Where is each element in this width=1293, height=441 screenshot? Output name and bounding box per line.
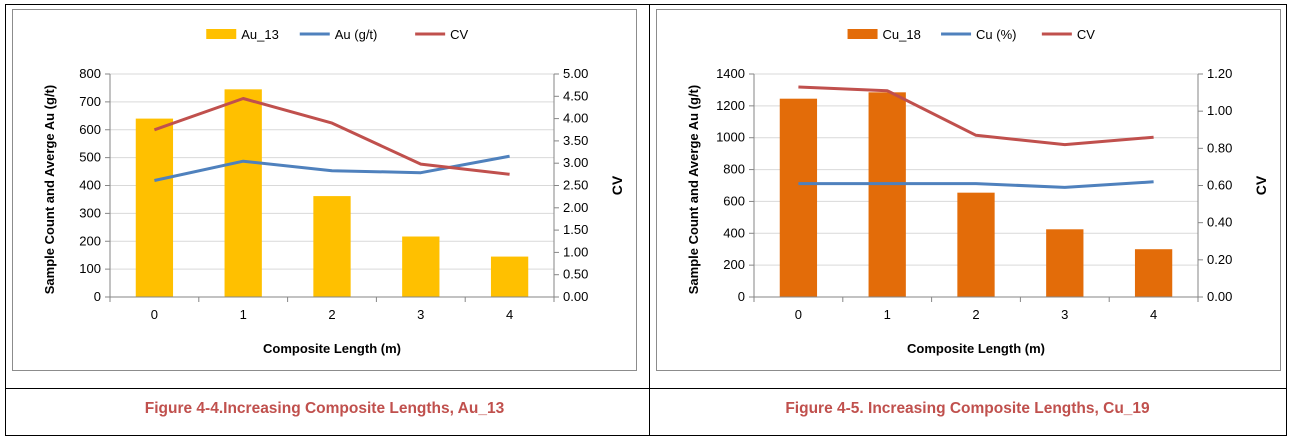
x-tick-label: 4 <box>506 307 513 322</box>
x-tick-label: 0 <box>795 307 802 322</box>
y2-tick-label: 1.20 <box>1207 66 1232 81</box>
figure-table <box>5 4 1287 436</box>
y2-tick-label: 3.50 <box>563 133 588 148</box>
y2-axis-title: CV <box>609 175 625 195</box>
legend-label: Cu (%) <box>976 27 1016 42</box>
x-tick-label: 2 <box>328 307 335 322</box>
y-tick-label: 500 <box>79 150 101 165</box>
y2-tick-label: 4.00 <box>563 111 588 126</box>
y2-axis-title: CV <box>1253 175 1269 195</box>
y-tick-label: 0 <box>738 289 745 304</box>
x-tick-label: 3 <box>1061 307 1068 322</box>
chart-svg: 0 200 400 600 800 1000 1200 1400 0.00 0.20 0.40 0.6… <box>686 27 1269 356</box>
y2-tick-label: 0.50 <box>563 267 588 282</box>
y-tick-label: 1400 <box>716 66 745 81</box>
chart-svg: 0 100 200 300 400 500 600 700 800 0.00 0.50 1.00 1.5… <box>42 27 625 356</box>
y2-tick-label: 1.50 <box>563 222 588 237</box>
y2-tick-label: 0.60 <box>1207 178 1232 193</box>
x-tick-label: 1 <box>240 307 247 322</box>
y2-tick-label: 2.50 <box>563 178 588 193</box>
caption-figure-4-5: Figure 4-5. Increasing Composite Lengths… <box>785 400 1150 417</box>
x-tick-label: 1 <box>884 307 891 322</box>
y-tick-label: 100 <box>79 261 101 276</box>
x-tick-label: 4 <box>1150 307 1157 322</box>
y2-tick-label: 0.00 <box>563 289 588 304</box>
y-tick-label: 700 <box>79 94 101 109</box>
legend-label: CV <box>1077 27 1095 42</box>
bar-Cu_18 <box>957 192 995 297</box>
chart-cu18: 0 200 400 600 800 1000 1200 1400 0.00 0.20 0.40 0.6… <box>656 9 1281 371</box>
y2-tick-label: 5.00 <box>563 66 588 81</box>
y2-tick-label: 0.20 <box>1207 252 1232 267</box>
y2-tick-label: 0.40 <box>1207 215 1232 230</box>
y-tick-label: 0 <box>94 289 101 304</box>
bar-Au_13 <box>402 236 440 297</box>
x-tick-label: 0 <box>151 307 158 322</box>
y-tick-label: 1000 <box>716 130 745 145</box>
bar-Cu_18 <box>1046 229 1084 297</box>
legend-label: Au_13 <box>241 27 279 42</box>
y-axis-title: Sample Count and Averge Au (g/t) <box>42 85 57 294</box>
x-axis-title: Composite Length (m) <box>907 341 1045 356</box>
legend-label: Cu_18 <box>883 27 921 42</box>
y2-tick-label: 3.00 <box>563 155 588 170</box>
y2-tick-label: 0.80 <box>1207 140 1232 155</box>
line-CV <box>798 85 1154 147</box>
legend-label: Au (g/t) <box>335 27 378 42</box>
x-tick-label: 3 <box>417 307 424 322</box>
x-tick-label: 2 <box>972 307 979 322</box>
y-tick-label: 200 <box>79 233 101 248</box>
y-tick-label: 600 <box>79 122 101 137</box>
table-row-divider <box>6 388 1286 389</box>
legend-label: CV <box>450 27 468 42</box>
bar-Cu_18 <box>1134 249 1173 297</box>
caption-figure-4-4: Figure 4-4.Increasing Composite Lengths,… <box>144 400 505 417</box>
line-CV <box>153 97 510 176</box>
bar-Au_13 <box>224 89 262 297</box>
y2-tick-label: 1.00 <box>1207 103 1232 118</box>
bar-Au_13 <box>313 196 351 297</box>
bar-Au_13 <box>135 118 174 297</box>
y-tick-label: 1200 <box>716 98 745 113</box>
y-tick-label: 800 <box>723 162 745 177</box>
bar-Au_13 <box>490 256 529 297</box>
y2-tick-label: 0.00 <box>1207 289 1232 304</box>
x-axis-title: Composite Length (m) <box>263 341 401 356</box>
y-tick-label: 400 <box>79 178 101 193</box>
y-tick-label: 800 <box>79 66 101 81</box>
y-tick-label: 400 <box>723 225 745 240</box>
line-Cu (%) <box>798 180 1154 189</box>
bar-Cu_18 <box>779 98 818 297</box>
y-tick-label: 300 <box>79 205 101 220</box>
y-tick-label: 200 <box>723 257 745 272</box>
chart-au13: 0 100 200 300 400 500 600 700 800 0.00 0.50 1.00 1.5… <box>12 9 637 371</box>
y2-tick-label: 1.00 <box>563 244 588 259</box>
legend-swatch-Au_13 <box>206 29 237 39</box>
table-column-divider <box>649 5 650 435</box>
y2-tick-label: 4.50 <box>563 88 588 103</box>
legend-swatch-Cu_18 <box>847 29 878 39</box>
y2-tick-label: 2.00 <box>563 200 588 215</box>
y-axis-title: Sample Count and Averge Au (g/t) <box>686 85 701 294</box>
y-tick-label: 600 <box>723 193 745 208</box>
bar-Cu_18 <box>868 92 906 297</box>
